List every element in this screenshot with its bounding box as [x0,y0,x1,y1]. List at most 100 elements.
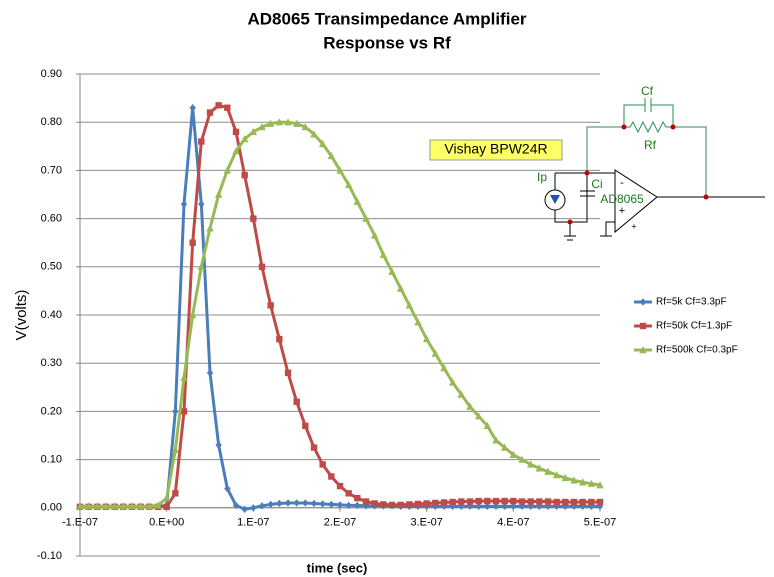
marker [596,481,604,489]
marker [232,147,240,155]
y-tick-label: 0.30 [41,357,62,369]
marker [526,460,535,468]
marker [475,497,482,505]
marker [171,445,180,454]
marker [484,497,491,505]
y-tick-label: 0.40 [41,309,62,321]
x-axis-label: time (sec) [307,560,368,575]
marker [206,224,214,232]
marker [154,501,162,509]
marker [189,104,196,112]
marker [198,138,205,145]
marker [163,503,170,511]
marker [180,408,188,415]
y-tick-label: 0.20 [41,405,62,417]
marker [258,123,266,131]
sensor-box [429,139,563,161]
marker [501,497,508,505]
marker [344,180,353,189]
marker [509,450,518,458]
marker [536,498,543,505]
x-tick-label: 4.E-07 [497,517,529,529]
current-arrow [550,195,560,204]
circuit-inset: Vishay BPW24R Cf Rf Ip Ci AD8065 - + + [429,84,765,241]
legend-label: Rf=500k Cf=0.3pF [656,345,738,356]
y-tick-label: 0.70 [41,164,62,176]
marker [197,262,206,270]
marker [250,215,257,222]
marker [380,501,387,508]
marker [362,498,370,505]
marker [362,214,370,222]
marker [301,123,310,131]
marker [431,349,440,357]
y-tick-label: 0.00 [41,502,62,514]
marker [562,498,569,506]
marker [310,130,318,138]
marker [371,500,378,507]
marker [406,501,413,508]
x-tick-label: -1.E-07 [62,517,98,529]
opamp-label: AD8065 [600,192,644,206]
y-axis-label: V(volts) [13,290,30,341]
marker [276,335,283,343]
marker [588,498,595,506]
marker [578,478,587,486]
marker [466,498,474,505]
marker [266,119,275,127]
x-tick-label: 0.E+00 [149,517,184,529]
marker [310,444,318,451]
chart-subtitle: Response vs Rf [323,33,451,52]
marker [293,499,300,507]
marker [240,135,249,143]
node [703,194,709,200]
marker [327,151,336,160]
legend-item: Rf=50k Cf=1.3pF [634,321,732,332]
marker [224,484,231,493]
plus-label: + [631,221,636,231]
marker [93,502,102,510]
marker [440,499,448,506]
marker [145,502,154,510]
marker [345,501,352,510]
marker [448,378,457,386]
marker [379,250,388,258]
x-tick-label: 5.E-07 [584,517,616,529]
marker [310,499,318,508]
y-tick-label: 0.50 [41,261,62,273]
marker [405,301,414,309]
marker [180,200,188,208]
marker [639,346,647,354]
marker [423,500,430,507]
marker [510,502,517,511]
marker [639,322,647,330]
y-tick-label: 0.80 [41,116,62,128]
marker [570,498,578,506]
marker [206,109,214,116]
marker [353,197,362,205]
marker [292,119,301,127]
marker [466,402,474,410]
marker [76,502,84,510]
marker [397,501,404,509]
feedback-network [586,98,707,197]
marker [206,369,214,377]
marker [457,390,466,398]
node [584,170,590,176]
rf-label: Rf [644,138,657,152]
marker [215,102,222,109]
marker [284,369,292,377]
marker [354,494,361,502]
marker [492,436,500,444]
marker [336,482,344,490]
marker [232,128,240,136]
marker [136,502,145,510]
marker [172,407,179,416]
cf-label: Cf [641,84,654,98]
node [567,219,573,225]
marker [318,139,327,148]
marker [492,497,500,505]
current-source [544,189,566,211]
marker [110,502,119,510]
marker [224,104,231,111]
